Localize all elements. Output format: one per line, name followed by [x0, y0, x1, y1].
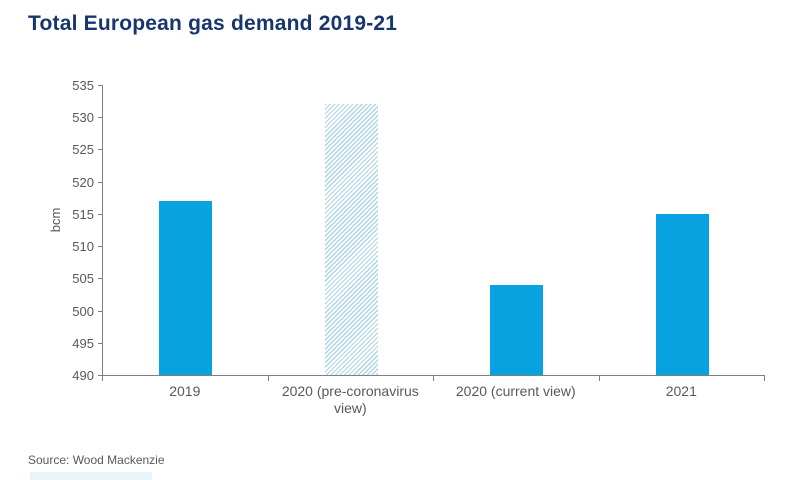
bar-2021: [655, 213, 709, 375]
y-tick-label: 495: [72, 335, 94, 351]
source-note: Source: Wood Mackenzie: [28, 453, 165, 467]
x-tick-mark: [433, 376, 434, 381]
y-tick-mark: [98, 117, 103, 119]
y-tick-mark: [98, 149, 103, 151]
y-tick-label: 500: [72, 303, 94, 319]
y-tick-mark: [98, 342, 103, 344]
y-tick-mark: [98, 278, 103, 280]
plot-area: [102, 85, 765, 376]
y-tick-label: 530: [72, 110, 94, 126]
x-tick-mark: [102, 376, 103, 381]
bar-2020-pre-coronavirus-view: [324, 104, 378, 375]
bar-2020-current-view: [490, 284, 544, 375]
y-tick-mark: [98, 213, 103, 215]
y-tick-label: 490: [72, 368, 94, 383]
y-tick-mark: [98, 85, 103, 86]
y-tick-mark: [98, 375, 103, 376]
y-tick-label: 525: [72, 142, 94, 158]
y-tick-mark: [98, 310, 103, 312]
x-category-label: 2019: [169, 383, 201, 399]
cropped-footer-strip: [30, 472, 152, 480]
y-tick-label: 515: [72, 206, 94, 222]
y-tick-mark: [98, 181, 103, 183]
y-tick-label: 510: [72, 239, 94, 255]
x-tick-mark: [764, 376, 765, 381]
x-category-label: 2021: [665, 383, 697, 399]
x-category-label: 2020 (pre-coronavirus view): [281, 383, 419, 416]
y-tick-label: 505: [72, 271, 94, 287]
x-tick-mark: [598, 376, 600, 381]
y-tick-label: 520: [72, 174, 94, 190]
bar-2019: [159, 201, 213, 375]
y-tick-mark: [98, 246, 103, 248]
x-category-label: 2020 (current view): [455, 383, 576, 399]
y-tick-label: 535: [72, 78, 94, 93]
x-tick-mark: [267, 376, 269, 381]
chart-title: Total European gas demand 2019-21: [28, 12, 398, 35]
